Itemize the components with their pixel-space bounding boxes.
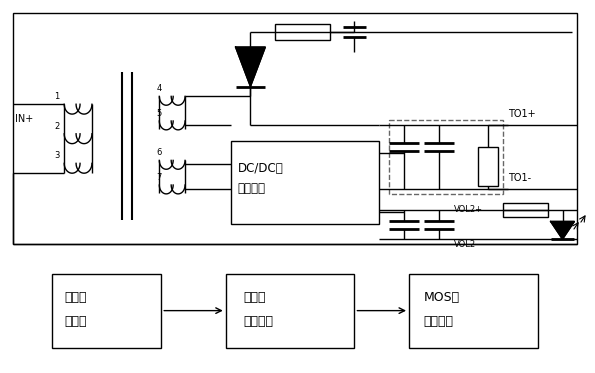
Bar [52, 274, 161, 348]
Polygon shape [236, 47, 265, 87]
Text: TO1+: TO1+ [508, 109, 536, 119]
Text: 施密特: 施密特 [64, 291, 87, 304]
Text: 2: 2 [54, 122, 60, 131]
Text: MOS管: MOS管 [424, 291, 460, 304]
Text: DC/DC降: DC/DC降 [237, 162, 283, 175]
Bar [275, 25, 330, 40]
Bar [503, 203, 547, 217]
Text: IN+: IN+ [15, 114, 33, 124]
Bar [12, 13, 577, 244]
Polygon shape [550, 222, 574, 239]
Text: 7: 7 [156, 173, 162, 182]
Text: 三极管: 三极管 [243, 291, 266, 304]
Text: 5: 5 [156, 109, 162, 118]
Text: 放大电路: 放大电路 [243, 315, 274, 328]
Bar [409, 274, 538, 348]
Bar [478, 147, 498, 186]
Text: 开关电路: 开关电路 [424, 315, 454, 328]
Bar [231, 141, 379, 225]
Text: 1: 1 [54, 93, 60, 101]
Text: 6: 6 [156, 148, 162, 157]
Text: VOL2-: VOL2- [453, 240, 478, 249]
Text: TO1-: TO1- [508, 173, 531, 183]
Text: 4: 4 [156, 84, 162, 94]
Text: 3: 3 [54, 151, 60, 160]
Bar [226, 274, 355, 348]
Text: 压稳压器: 压稳压器 [237, 182, 265, 195]
Text: VOL2+: VOL2+ [453, 205, 483, 214]
Bar [389, 120, 503, 194]
Text: 触发器: 触发器 [64, 315, 87, 328]
